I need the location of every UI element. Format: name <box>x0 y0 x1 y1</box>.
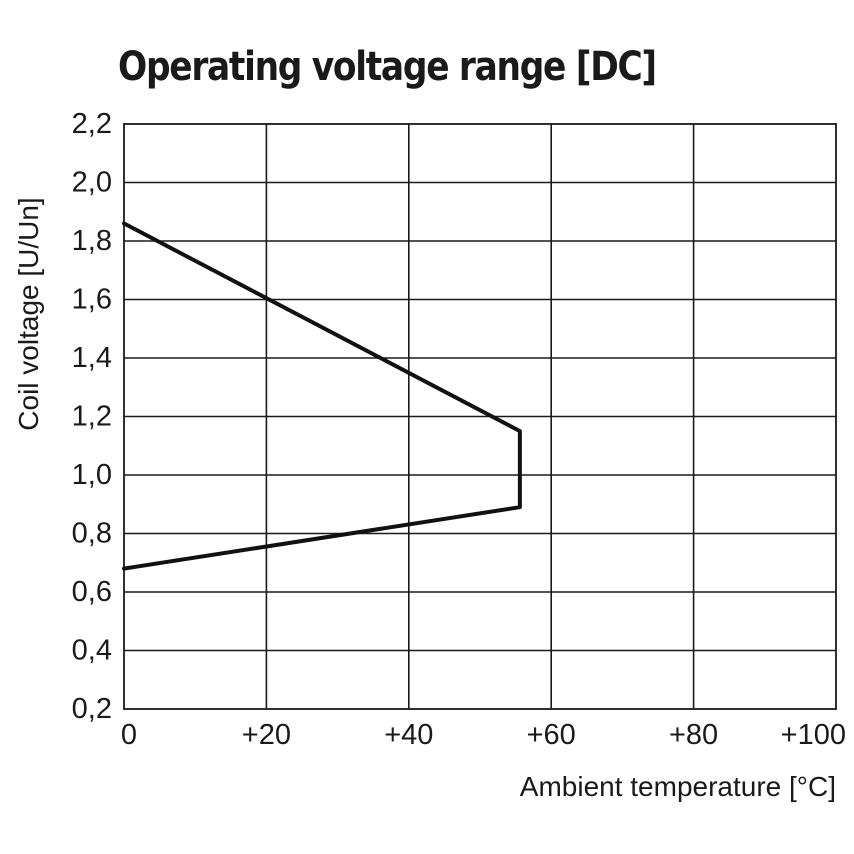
y-tick-label: 0,4 <box>72 635 112 667</box>
x-tick-label: +40 <box>384 719 433 751</box>
y-tick-label: 0,2 <box>72 693 112 725</box>
x-tick-label: +100 <box>781 719 846 751</box>
chart-title: Operating voltage range [DC] <box>118 44 657 90</box>
y-tick-label: 2,0 <box>72 167 112 199</box>
y-tick-label: 0,6 <box>72 576 112 608</box>
y-tick-label: 1,8 <box>72 225 112 257</box>
y-axis-label: Coil voltage [U/Un] <box>13 197 44 430</box>
x-axis-label: Ambient temperature [°C] <box>520 771 836 802</box>
y-tick-label: 0,8 <box>72 518 112 550</box>
plot-frame <box>123 123 837 710</box>
y-tick-label: 2,2 <box>72 108 112 140</box>
y-tick-label: 1,2 <box>72 401 112 433</box>
x-tick-label: 0 <box>121 719 137 751</box>
y-tick-label: 1,0 <box>72 459 112 491</box>
x-tick-label: +20 <box>242 719 291 751</box>
x-tick-label: +80 <box>669 719 718 751</box>
y-tick-label: 1,6 <box>72 284 112 316</box>
y-tick-label: 1,4 <box>72 342 112 374</box>
series-line <box>122 221 522 571</box>
x-tick-label: +60 <box>527 719 576 751</box>
